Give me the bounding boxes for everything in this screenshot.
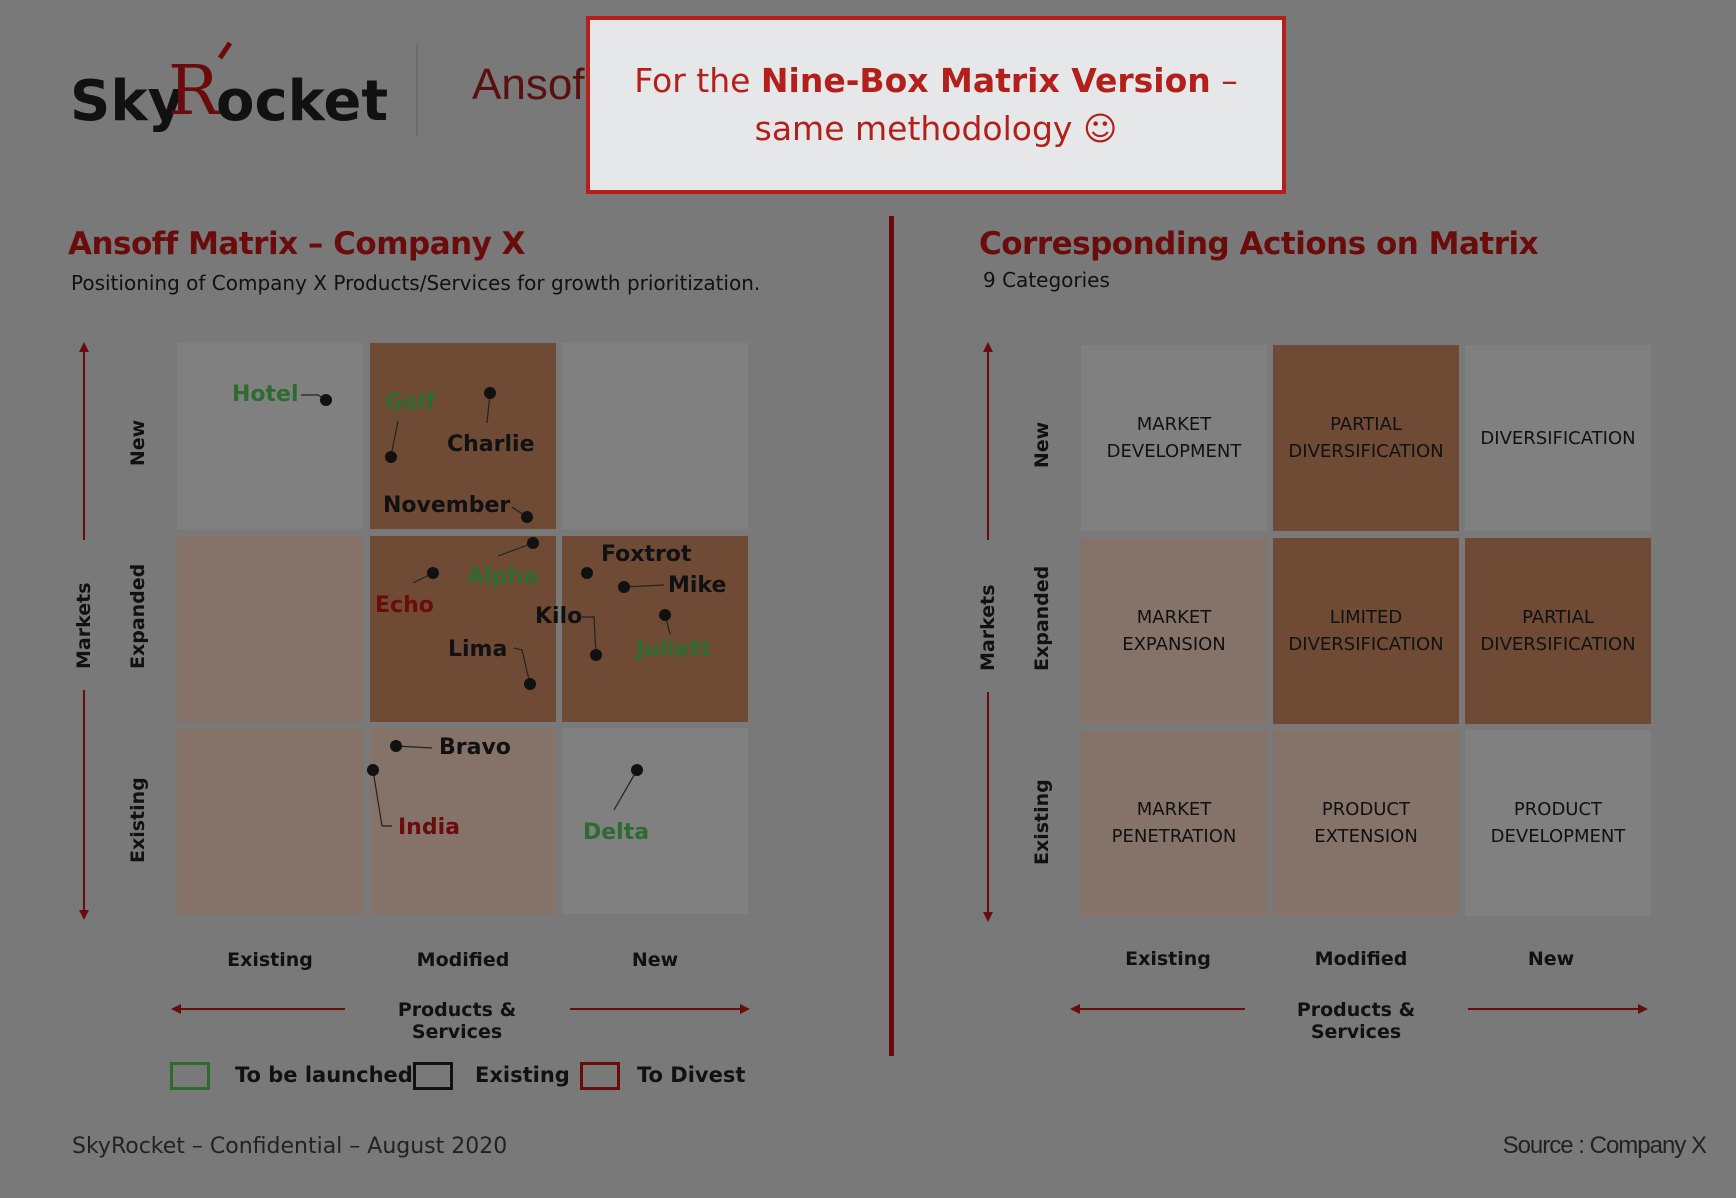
right-cell-existing-new: PRODUCT DEVELOPMENT xyxy=(1465,730,1651,916)
callout-text: For the Nine-Box Matrix Version – same m… xyxy=(608,57,1264,153)
left-cell-existing-existing xyxy=(177,728,363,914)
right-subtitle: 9 Categories xyxy=(983,268,1110,292)
header-partial-title: Ansof xyxy=(472,60,585,109)
left-subtitle: Positioning of Company X Products/Servic… xyxy=(71,271,761,295)
left-col-label-modified: Modified xyxy=(416,949,510,971)
point-label-charlie: Charlie xyxy=(447,432,535,457)
point-label-mike: Mike xyxy=(668,573,727,598)
point-label-juliett: Juliett xyxy=(636,637,711,662)
point-label-golf: Golf xyxy=(385,390,436,415)
right-title: Corresponding Actions on Matrix xyxy=(979,226,1539,262)
logo-text-part1: Sky xyxy=(70,69,184,134)
callout-prefix: For the xyxy=(634,61,761,100)
point-label-foxtrot: Foxtrot xyxy=(601,542,692,567)
legend-swatch-existing xyxy=(413,1062,453,1090)
footer-confidential: SkyRocket – Confidential – August 2020 xyxy=(72,1134,508,1159)
right-col-label-existing: Existing xyxy=(1125,948,1211,970)
legend-label-launched: To be launched xyxy=(235,1063,413,1087)
right-cell-existing-existing: MARKET PENETRATION xyxy=(1081,730,1267,916)
callout-suffix: – same methodology ☺ xyxy=(754,61,1238,148)
legend-swatch-divest xyxy=(580,1062,620,1090)
right-cell-label: MARKET PENETRATION xyxy=(1111,799,1237,847)
right-col-label-new: New xyxy=(1527,948,1575,970)
point-label-hotel: Hotel xyxy=(232,382,299,407)
right-x-axis-label: Products & Services xyxy=(1296,999,1416,1043)
right-cell-existing-modified: PRODUCT EXTENSION xyxy=(1273,730,1459,916)
right-cell-expanded-modified: LIMITED DIVERSIFICATION xyxy=(1273,538,1459,724)
point-label-echo: Echo xyxy=(375,593,434,618)
point-label-bravo: Bravo xyxy=(439,735,511,760)
right-col-label-modified: Modified xyxy=(1314,948,1408,970)
right-cell-label: DIVERSIFICATION xyxy=(1480,427,1636,449)
right-row-label-expanded: Expanded xyxy=(1031,565,1053,671)
left-row-label-expanded: Expanded xyxy=(127,563,149,669)
left-row-label-new: New xyxy=(127,419,149,467)
skyrocket-logo: Sky R ocket xyxy=(70,40,390,135)
header-divider xyxy=(416,44,418,136)
logo-text-part2: ocket xyxy=(216,69,388,134)
callout-box: For the Nine-Box Matrix Version – same m… xyxy=(586,16,1286,194)
point-label-india: India xyxy=(398,815,460,840)
legend-swatch-launched xyxy=(170,1062,210,1090)
right-cell-label: PRODUCT DEVELOPMENT xyxy=(1490,799,1626,847)
left-cell-existing-modified xyxy=(370,728,556,914)
point-label-november: November xyxy=(383,493,511,518)
right-cell-expanded-new: PARTIAL DIVERSIFICATION xyxy=(1465,538,1651,724)
point-label-alpha: Alpha xyxy=(467,564,538,589)
right-row-label-new: New xyxy=(1031,421,1053,469)
left-cell-expanded-modified xyxy=(370,536,556,722)
right-cell-new-modified: PARTIAL DIVERSIFICATION xyxy=(1273,345,1459,531)
center-divider xyxy=(889,216,894,1056)
legend-label-existing: Existing xyxy=(475,1063,570,1087)
point-label-lima: Lima xyxy=(448,637,508,662)
right-cell-label: PARTIAL DIVERSIFICATION xyxy=(1288,414,1444,462)
callout-bold: Nine-Box Matrix Version xyxy=(760,61,1211,100)
right-cell-expanded-existing: MARKET EXPANSION xyxy=(1081,538,1267,724)
point-label-delta: Delta xyxy=(583,820,650,845)
left-x-axis-label: Products & Services xyxy=(397,999,517,1043)
right-y-axis-label: Markets xyxy=(977,584,999,671)
footer-source: Source : Company X xyxy=(1502,1132,1707,1159)
right-cell-new-new: DIVERSIFICATION xyxy=(1465,345,1651,531)
left-cell-new-modified xyxy=(370,343,556,529)
right-row-label-existing: Existing xyxy=(1031,779,1053,865)
left-row-label-existing: Existing xyxy=(127,777,149,863)
right-cell-label: MARKET DEVELOPMENT xyxy=(1106,414,1242,462)
left-col-label-existing: Existing xyxy=(227,949,313,971)
logo-r-letter: R xyxy=(168,52,221,131)
right-cell-label: LIMITED DIVERSIFICATION xyxy=(1288,607,1444,655)
right-cell-label: MARKET EXPANSION xyxy=(1122,607,1226,655)
left-title: Ansoff Matrix – Company X xyxy=(68,226,526,262)
left-y-axis-label: Markets xyxy=(73,582,95,669)
right-cell-label: PARTIAL DIVERSIFICATION xyxy=(1480,607,1636,655)
left-col-label-new: New xyxy=(631,949,679,971)
right-cell-new-existing: MARKET DEVELOPMENT xyxy=(1081,345,1267,531)
left-cell-existing-new xyxy=(562,728,748,914)
right-cell-label: PRODUCT EXTENSION xyxy=(1314,799,1418,847)
logo-graphic: Sky R ocket xyxy=(70,41,388,134)
left-cell-new-new xyxy=(562,343,748,529)
left-cell-expanded-existing xyxy=(177,536,363,722)
point-label-kilo: Kilo xyxy=(535,604,583,629)
legend-label-divest: To Divest xyxy=(637,1063,746,1087)
left-cell-new-existing xyxy=(177,343,363,529)
